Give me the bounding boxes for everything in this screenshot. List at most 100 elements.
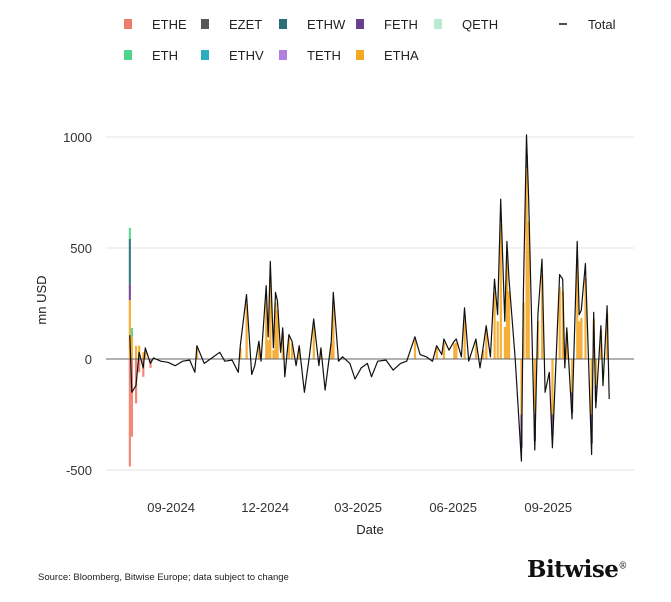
legend-swatch-etha [356,50,364,60]
legend-label-qeth[interactable]: QETH [462,17,498,32]
bar-ethe [130,359,134,437]
bar-etha [527,221,530,359]
bar-etha [276,310,279,359]
bar-ethe [128,359,131,467]
bar-etha [144,350,147,359]
legend-label-ezet[interactable]: EZET [229,17,262,32]
bar-feth [128,284,131,300]
y-axis-ticks: 1000 500 0 -500 [63,130,92,478]
legend-swatch-qeth [434,19,442,29]
bar-etha [332,302,335,359]
y-tick-label: 500 [70,241,92,256]
bar-etha [128,299,131,359]
bar-etha [558,286,561,359]
bar-etha [485,330,488,359]
legend-label-ethe[interactable]: ETHE [152,17,187,32]
x-axis-ticks: 09-2024 12-2024 03-2025 06-2025 09-2025 [147,500,572,515]
y-tick-label: 1000 [63,130,92,145]
bar-etha [312,325,315,359]
legend-label-ethw[interactable]: ETHW [307,17,346,32]
bar-etha [474,342,478,359]
bar-etha [281,332,284,359]
bar-etha [195,347,199,359]
legend-label-eth[interactable]: ETH [152,48,178,63]
bar-etha [298,347,301,359]
bar-etha [269,275,272,359]
legend-swatch-feth [356,19,364,29]
bar-feth [551,414,554,437]
bar-etha [130,336,134,359]
bar-etha [541,274,544,359]
bar-etha [565,332,569,359]
legend-label-etha[interactable]: ETHA [384,48,419,63]
bar-etha [594,359,597,386]
bar-etha [505,259,509,359]
legend-swatch-ethw [279,19,287,29]
legend-swatch-teth [279,50,287,60]
bar-eth [128,227,131,239]
bar-etha [482,350,485,359]
bar-etha [442,342,446,359]
bar-etha [257,343,261,359]
registered-mark: ® [618,561,627,572]
bar-etha [536,321,540,359]
legend-swatch-ethv [201,50,209,60]
legend-label-total[interactable]: Total [588,17,616,32]
bar-etha [239,347,242,359]
y-tick-label: 0 [85,352,92,367]
total-series-line [129,134,610,462]
bar-ethw [525,154,528,169]
bar-etha [413,340,417,359]
x-tick-label: 03-2025 [334,500,382,515]
x-tick-label: 12-2024 [241,500,289,515]
bar-etha [134,345,138,359]
bar-etha [272,350,275,359]
bar-etha [578,321,581,359]
x-tick-label: 06-2025 [429,500,477,515]
gridlines [106,136,634,471]
bar-etha [571,359,574,393]
legend-label-teth[interactable]: TETH [307,48,341,63]
bar-etha [576,259,579,359]
bar-eth [130,327,134,337]
bar-etha [493,291,496,359]
y-axis-label: mn USD [34,275,49,324]
bar-etha [584,277,587,359]
bar-etha [265,296,268,359]
bar-etha [287,337,291,359]
bar-etha [499,223,502,359]
bar-etha [496,321,499,359]
bar-etha [580,317,583,359]
x-tick-label: 09-2025 [524,500,572,515]
legend-label-feth[interactable]: FETH [384,17,418,32]
bar-etha [503,326,507,359]
bar-etha [245,303,248,359]
bar-etha [590,359,593,415]
bar-etha [533,359,537,415]
total-line [129,134,610,462]
legend-swatch-ezet [201,19,209,29]
bar-etha [463,315,466,359]
bar-etha [435,347,438,359]
bar-etha [330,343,333,359]
bar-etha [525,168,528,359]
legend-swatch-eth [124,50,132,60]
bar-etha [290,343,294,359]
bar-etha [551,359,554,415]
x-tick-label: 09-2024 [147,500,195,515]
bar-etha [274,302,277,359]
bar-etha [455,342,458,359]
legend: ETHE EZET ETHW FETH QETH Total ETH ETHV TETH ETHA [124,17,616,63]
bar-ethe [138,359,141,373]
legend-label-ethv[interactable]: ETHV [229,48,264,63]
bar-etha [507,291,511,359]
bar-etha [267,340,270,359]
x-axis-label: Date [356,522,383,537]
source-note: Source: Bloomberg, Bitwise Europe; data … [38,572,289,583]
bar-ethw [128,238,131,285]
legend-swatch-ethe [124,19,132,29]
bar-etha [142,352,145,359]
bitwise-logo: Bitwise® [527,556,627,583]
logo-text: Bitwise [527,556,619,583]
